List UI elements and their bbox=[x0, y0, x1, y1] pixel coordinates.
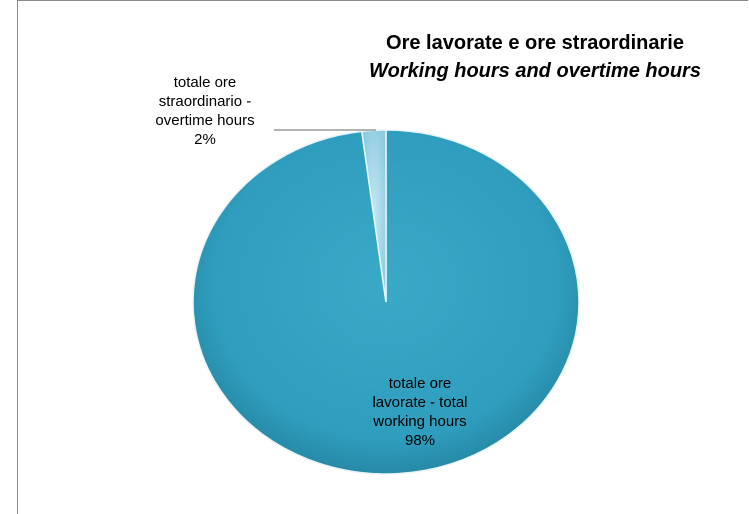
data-label-working-line2: lavorate - total bbox=[372, 394, 468, 411]
data-label-overtime: totale ore straordinario - overtime hour… bbox=[130, 73, 280, 149]
data-label-working: totale ore lavorate - total working hour… bbox=[345, 374, 495, 450]
data-label-working-line3: working hours bbox=[373, 413, 467, 430]
data-label-overtime-line1: totale ore bbox=[173, 74, 237, 91]
data-label-working-line1: totale ore bbox=[388, 375, 452, 392]
data-label-working-percent: 98% bbox=[404, 432, 436, 449]
data-label-overtime-line2: straordinario - bbox=[158, 93, 252, 110]
data-label-overtime-percent: 2% bbox=[194, 131, 216, 148]
chart-title: Ore lavorate e ore straordinarie bbox=[386, 32, 684, 54]
chart-subtitle: Working hours and overtime hours bbox=[369, 60, 701, 82]
data-label-overtime-line3: overtime hours bbox=[155, 112, 255, 129]
